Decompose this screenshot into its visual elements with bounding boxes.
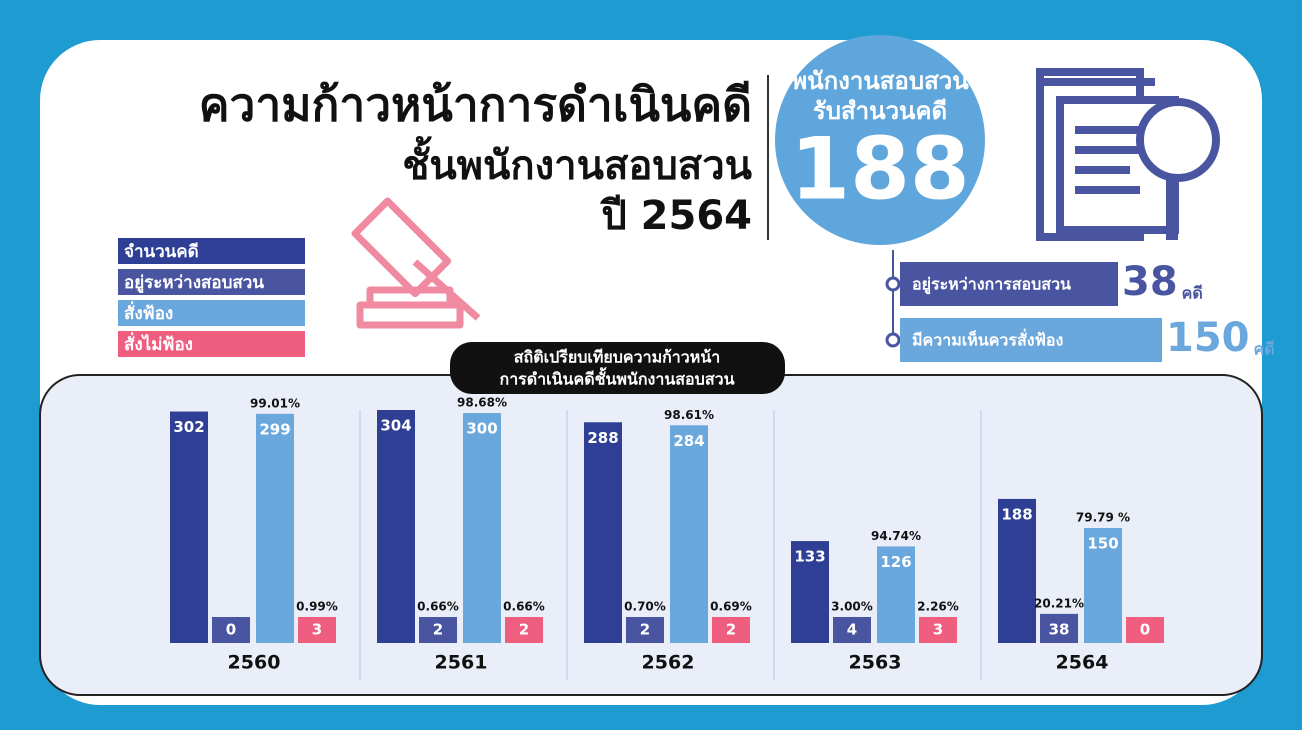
value-label: 126 bbox=[880, 553, 911, 571]
summary-unit: คดี bbox=[1182, 284, 1203, 303]
bar bbox=[670, 425, 708, 643]
legend-swatch bbox=[118, 331, 305, 357]
highlight-label: พนักงานสอบสวน bbox=[791, 67, 969, 95]
section-title: การดำเนินคดีชั้นพนักงานสอบสวน bbox=[500, 367, 735, 389]
legend-swatch bbox=[118, 238, 305, 264]
bar bbox=[877, 546, 915, 643]
bar bbox=[256, 413, 294, 643]
chart-panel bbox=[39, 374, 1263, 696]
bar bbox=[584, 422, 622, 643]
legend-label: สั่งไม่ฟ้อง bbox=[124, 332, 193, 355]
title-line: ความก้าวหน้าการดำเนินคดี bbox=[199, 78, 752, 132]
summary-dot bbox=[885, 332, 901, 348]
value-label: 302 bbox=[173, 418, 204, 436]
x-tick-label: 2561 bbox=[435, 652, 488, 674]
title-line: ปี 2564 bbox=[600, 193, 752, 239]
highlight-circle bbox=[775, 35, 985, 245]
value-label: 0 bbox=[1140, 621, 1150, 639]
summary-box bbox=[900, 318, 1162, 362]
value-label: 3 bbox=[312, 621, 322, 639]
x-tick-label: 2562 bbox=[642, 652, 695, 674]
legend-label: จำนวนคดี bbox=[124, 241, 199, 262]
value-label: 3 bbox=[933, 621, 943, 639]
value-label: 2 bbox=[519, 621, 529, 639]
highlight-label: รับสำนวนคดี bbox=[813, 97, 947, 125]
bar bbox=[791, 541, 829, 643]
legend-swatch bbox=[118, 269, 305, 295]
value-label: 2 bbox=[433, 621, 443, 639]
value-label: 150 bbox=[1087, 535, 1118, 553]
x-tick-label: 2564 bbox=[1056, 652, 1109, 674]
percent-label: 0.66% bbox=[503, 600, 545, 614]
percent-label: 99.01% bbox=[250, 396, 300, 410]
percent-label: 79.79 % bbox=[1076, 511, 1130, 525]
value-label: 2 bbox=[726, 621, 736, 639]
percent-label: 3.00% bbox=[831, 600, 873, 614]
bar bbox=[463, 413, 501, 643]
percent-label: 0.69% bbox=[710, 600, 752, 614]
value-label: 0 bbox=[226, 621, 236, 639]
summary-value: 38 bbox=[1122, 259, 1178, 305]
highlight-value: 188 bbox=[790, 119, 970, 219]
section-title-box bbox=[450, 342, 785, 394]
summary-label: อยู่ระหว่างการสอบสวน bbox=[912, 275, 1071, 296]
value-label: 38 bbox=[1049, 620, 1070, 638]
document-icon bbox=[1036, 68, 1220, 241]
legend-label: อยู่ระหว่างสอบสวน bbox=[124, 273, 264, 294]
legend-swatch bbox=[118, 300, 305, 326]
value-label: 288 bbox=[587, 429, 618, 447]
value-label-box bbox=[1126, 617, 1164, 643]
percent-label: 0.99% bbox=[296, 600, 338, 614]
percent-label: 0.66% bbox=[417, 600, 459, 614]
bar bbox=[377, 410, 415, 643]
percent-label: 20.21% bbox=[1034, 596, 1084, 610]
percent-label: 98.61% bbox=[664, 408, 714, 422]
value-label: 4 bbox=[847, 621, 857, 639]
value-label: 304 bbox=[380, 417, 411, 435]
legend-label: สั่งฟ้อง bbox=[124, 301, 173, 324]
percent-label: 2.26% bbox=[917, 600, 959, 614]
value-label-box bbox=[298, 617, 336, 643]
percent-label: 94.74% bbox=[871, 529, 921, 543]
x-tick-label: 2563 bbox=[849, 652, 902, 674]
bar bbox=[170, 411, 208, 643]
value-label-box bbox=[212, 617, 250, 643]
value-label: 2 bbox=[640, 621, 650, 639]
value-label: 284 bbox=[673, 432, 704, 450]
bar bbox=[998, 498, 1036, 643]
value-label: 133 bbox=[794, 548, 825, 566]
percent-label: 98.68% bbox=[457, 396, 507, 410]
title-line: ชั้นพนักงานสอบสวน bbox=[402, 136, 752, 189]
value-label-box bbox=[712, 617, 750, 643]
bar bbox=[1040, 613, 1078, 643]
value-label-box bbox=[419, 617, 457, 643]
x-tick-label: 2560 bbox=[228, 652, 281, 674]
value-label: 299 bbox=[259, 420, 290, 438]
bar bbox=[1084, 528, 1122, 643]
value-label-box bbox=[833, 617, 871, 643]
percent-label: 0.70% bbox=[624, 600, 666, 614]
summary-value: 150 bbox=[1166, 315, 1250, 361]
value-label: 300 bbox=[466, 420, 497, 438]
summary-box bbox=[900, 262, 1118, 306]
section-title: สถิติเปรียบเทียบความก้าวหน้า bbox=[514, 348, 720, 367]
value-label-box bbox=[626, 617, 664, 643]
summary-unit: คดี bbox=[1254, 340, 1275, 359]
summary-label: มีความเห็นควรสั่งฟ้อง bbox=[912, 329, 1063, 350]
value-label: 188 bbox=[1001, 505, 1032, 523]
gavel-icon bbox=[351, 197, 481, 329]
value-label-box bbox=[505, 617, 543, 643]
value-label-box bbox=[919, 617, 957, 643]
summary-dot bbox=[885, 276, 901, 292]
